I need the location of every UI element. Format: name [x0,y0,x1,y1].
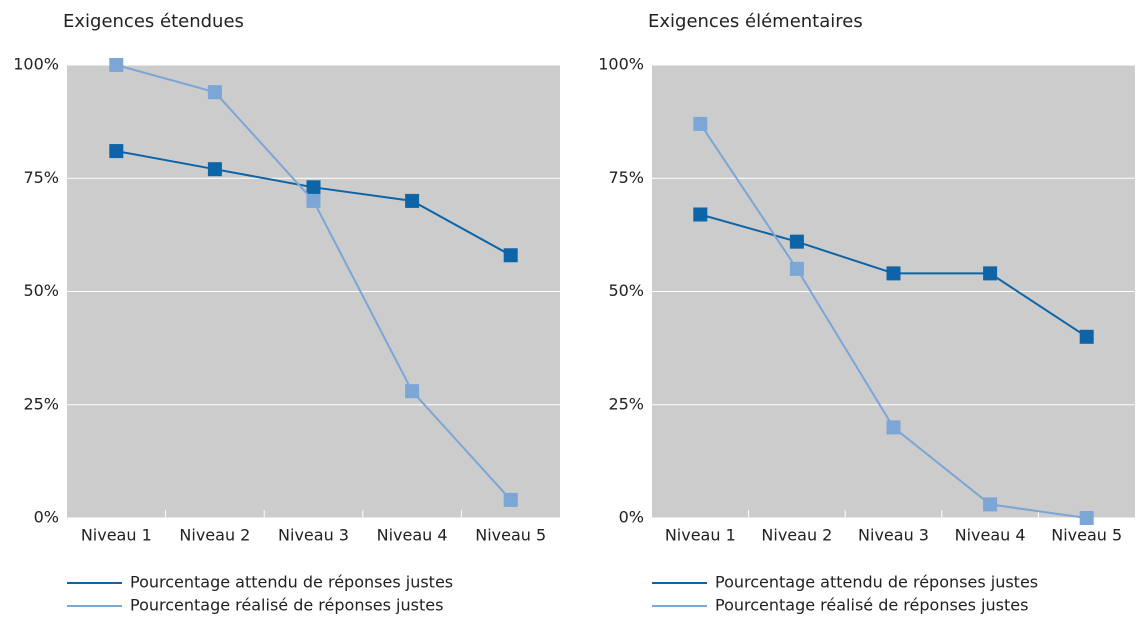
point-marker [207,162,222,177]
point-marker [503,248,518,263]
point-marker [109,144,124,159]
point-marker [983,266,998,281]
point-marker [306,193,321,208]
x-tick-label: Niveau 5 [475,526,546,545]
legend-label: Pourcentage réalisé de réponses justes [130,596,443,615]
point-marker [109,58,124,72]
y-tick-label: 50% [23,281,59,300]
x-tick-label: Niveau 3 [278,526,349,545]
x-tick-label: Niveau 2 [761,526,832,545]
legend-label: Pourcentage attendu de réponses justes [130,573,453,592]
y-tick-label: 100% [598,55,644,74]
point-marker [789,261,804,276]
chart-title: Exigences élémentaires [648,11,863,32]
point-marker [693,207,708,222]
point-marker [306,180,321,195]
point-marker [405,384,420,399]
y-tick-label: 75% [23,168,59,187]
x-tick-label: Niveau 2 [179,526,250,545]
point-marker [983,497,998,512]
y-tick-label: 0% [619,508,644,527]
x-tick-label: Niveau 1 [81,526,152,545]
y-tick-label: 75% [608,168,644,187]
y-tick-label: 25% [23,394,59,413]
y-tick-label: 25% [608,394,644,413]
y-tick-label: 0% [34,508,59,527]
point-marker [405,193,420,208]
point-marker [1079,329,1094,344]
x-tick-label: Niveau 4 [377,526,448,545]
x-tick-label: Niveau 5 [1051,526,1122,545]
point-marker [693,116,708,131]
point-marker [886,420,901,435]
x-tick-label: Niveau 3 [858,526,929,545]
x-tick-label: Niveau 1 [665,526,736,545]
point-marker [1079,511,1094,525]
legend-label: Pourcentage attendu de réponses justes [715,573,1038,592]
chart-title: Exigences étendues [63,11,244,32]
point-marker [789,234,804,249]
x-tick-label: Niveau 4 [955,526,1026,545]
y-tick-label: 50% [608,281,644,300]
point-marker [503,492,518,507]
y-tick-label: 100% [13,55,59,74]
legend-label: Pourcentage réalisé de réponses justes [715,596,1028,615]
point-marker [207,85,222,100]
point-marker [886,266,901,281]
